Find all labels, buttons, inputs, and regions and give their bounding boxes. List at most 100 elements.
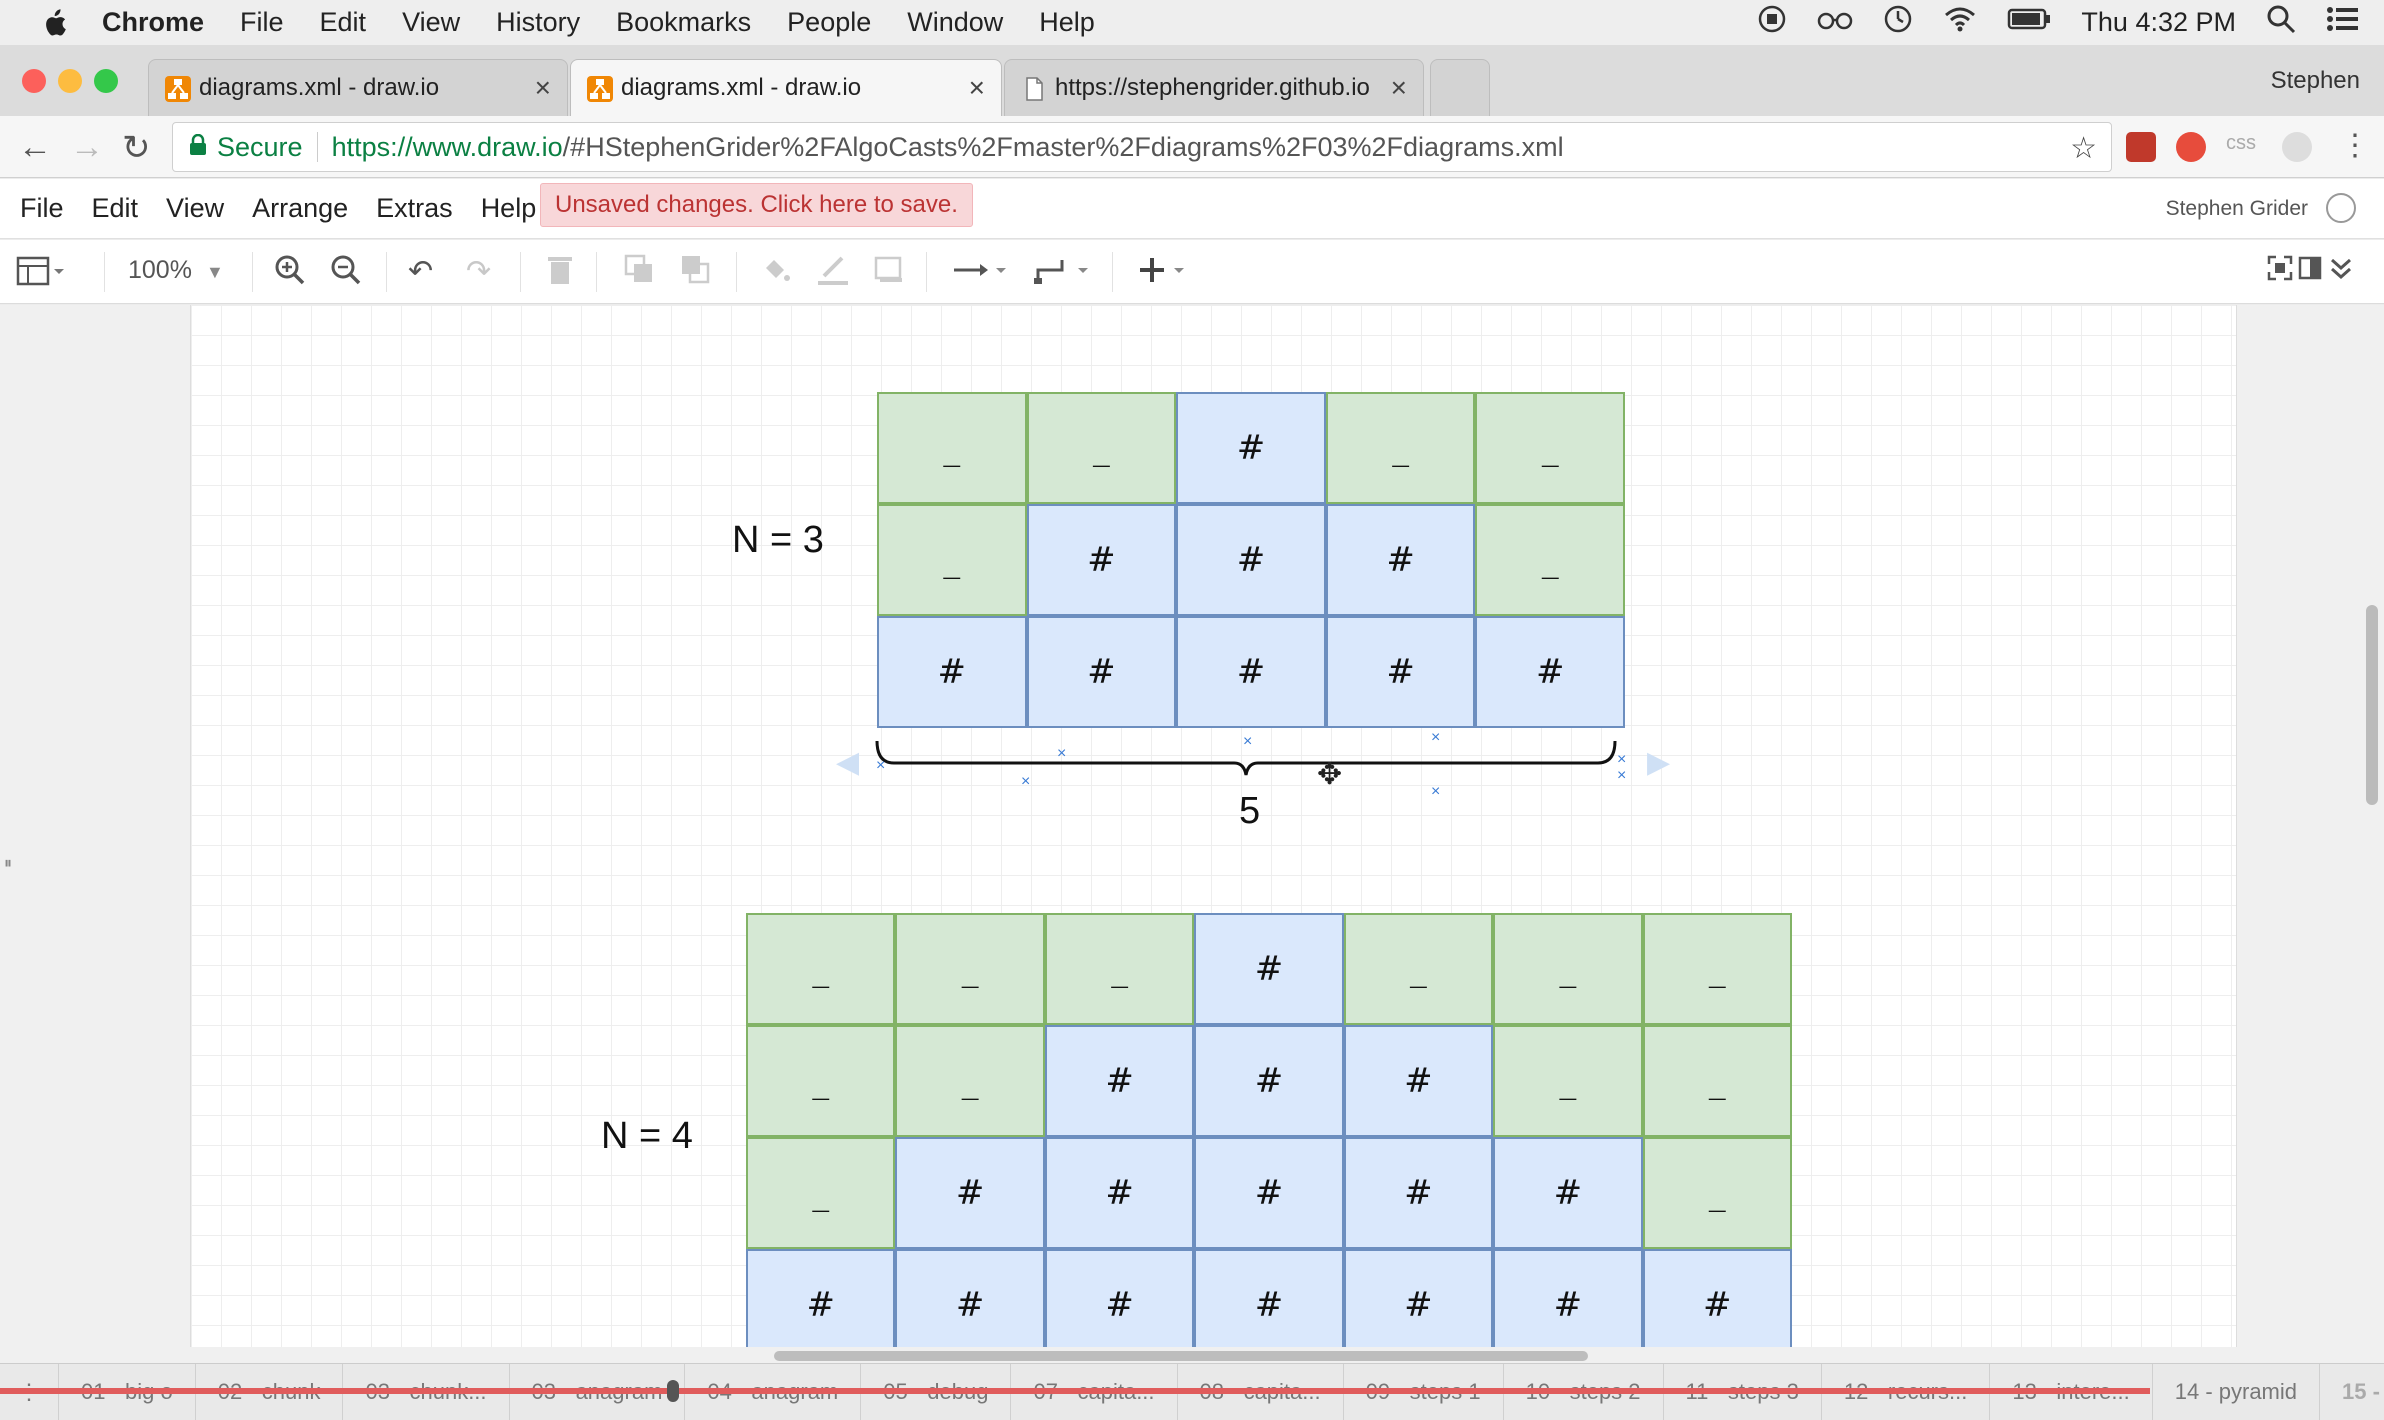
- space-cell[interactable]: _: [877, 392, 1027, 504]
- hash-cell[interactable]: #: [1044, 1025, 1195, 1137]
- space-cell[interactable]: _: [1493, 913, 1643, 1025]
- record-icon[interactable]: [1757, 4, 1787, 41]
- menu-history[interactable]: History: [496, 7, 581, 37]
- label-n-3[interactable]: N = 3: [732, 519, 824, 561]
- apple-icon[interactable]: [36, 8, 72, 38]
- hash-cell[interactable]: #: [1343, 1137, 1494, 1249]
- left-arrow-icon[interactable]: ◀: [836, 746, 860, 779]
- fullscreen-icon[interactable]: [2266, 254, 2294, 290]
- right-arrow-icon[interactable]: ▶: [1647, 746, 1671, 779]
- clock[interactable]: Thu 4:32 PM: [2081, 7, 2236, 37]
- browser-tab[interactable]: diagrams.xml - draw.io ×: [148, 59, 568, 116]
- battery-icon[interactable]: [2007, 7, 2051, 38]
- hash-cell[interactable]: #: [1325, 616, 1476, 728]
- delete-trash-icon[interactable]: [546, 254, 574, 294]
- drawio-menu-extras[interactable]: Extras: [376, 193, 453, 223]
- selection-handle-icon[interactable]: ×: [876, 757, 886, 774]
- selection-handle-icon[interactable]: ×: [1021, 773, 1031, 790]
- hash-cell[interactable]: #: [1343, 1249, 1494, 1361]
- menu-file[interactable]: File: [240, 7, 284, 37]
- pyramid-grid-n3[interactable]: _ _ # _ _ _ # # # _ # # # # #: [877, 392, 1625, 728]
- hash-cell[interactable]: #: [1176, 616, 1326, 728]
- space-cell[interactable]: _: [1642, 1025, 1792, 1137]
- connection-arrow-icon[interactable]: [952, 254, 1012, 294]
- brace-label-5[interactable]: 5: [1239, 790, 1261, 832]
- page-tab[interactable]: 15 - pyra...: [2320, 1364, 2384, 1420]
- insert-plus-icon[interactable]: [1138, 254, 1198, 294]
- menu-bookmarks[interactable]: Bookmarks: [616, 7, 752, 37]
- to-front-icon[interactable]: [624, 254, 656, 294]
- space-cell[interactable]: _: [1325, 392, 1476, 504]
- drawio-menu-view[interactable]: View: [166, 193, 225, 223]
- extension-icon[interactable]: [2282, 132, 2312, 162]
- selection-handle-icon[interactable]: ×: [1057, 745, 1067, 762]
- waypoint-icon[interactable]: [1034, 254, 1094, 294]
- zoom-out-icon[interactable]: [330, 254, 362, 294]
- selection-handle-icon[interactable]: ×: [1617, 767, 1627, 784]
- line-color-icon[interactable]: [816, 254, 850, 294]
- collapse-chevron-icon[interactable]: [2328, 254, 2354, 290]
- hash-cell[interactable]: #: [1194, 1137, 1344, 1249]
- hash-cell[interactable]: #: [1176, 392, 1326, 504]
- profile-name[interactable]: Stephen: [2270, 67, 2360, 94]
- close-tab-icon[interactable]: ×: [534, 72, 551, 103]
- zoom-in-icon[interactable]: [274, 254, 306, 294]
- toggle-panel-icon[interactable]: [2298, 254, 2324, 290]
- css-extension-icon[interactable]: css: [2226, 132, 2256, 154]
- diagram-canvas[interactable]: ⏸ N = 3 _ _ # _ _ _ # # # _ # # # # # 5 × × × × × × × …: [0, 305, 2384, 1361]
- hash-cell[interactable]: #: [895, 1137, 1045, 1249]
- selection-handle-icon[interactable]: ×: [1431, 729, 1441, 746]
- curly-brace[interactable]: [874, 735, 1634, 805]
- hash-cell[interactable]: #: [1176, 504, 1326, 616]
- opera-extension-icon[interactable]: [2176, 132, 2206, 162]
- hash-cell[interactable]: #: [1026, 504, 1177, 616]
- new-tab-button[interactable]: [1430, 59, 1490, 116]
- reload-icon[interactable]: ↻: [122, 129, 151, 167]
- chrome-menu-icon[interactable]: ⋮: [2340, 129, 2370, 162]
- drawio-menu-file[interactable]: File: [20, 193, 64, 223]
- hash-cell[interactable]: #: [1493, 1137, 1643, 1249]
- space-cell[interactable]: _: [1343, 913, 1494, 1025]
- close-tab-icon[interactable]: ×: [968, 72, 985, 103]
- back-arrow-icon[interactable]: ←: [18, 128, 52, 166]
- space-cell[interactable]: _: [1642, 1137, 1792, 1249]
- hash-cell[interactable]: #: [1642, 1249, 1792, 1361]
- hash-cell[interactable]: #: [1343, 1025, 1494, 1137]
- space-cell[interactable]: _: [877, 504, 1027, 616]
- hash-cell[interactable]: #: [1044, 1249, 1195, 1361]
- diagram-page[interactable]: N = 3 _ _ # _ _ _ # # # _ # # # # # 5 × × × × × × × × …: [190, 305, 2237, 1361]
- space-cell[interactable]: _: [746, 1025, 896, 1137]
- browser-tab-active[interactable]: diagrams.xml - draw.io ×: [570, 59, 1002, 116]
- zoom-level-dropdown[interactable]: 100%: [128, 256, 192, 284]
- hash-cell[interactable]: #: [895, 1249, 1045, 1361]
- space-cell[interactable]: _: [1026, 392, 1177, 504]
- address-bar[interactable]: Secure https://www.draw.io /#HStephenGri…: [172, 122, 2112, 172]
- space-cell[interactable]: _: [1475, 504, 1625, 616]
- vertical-scrollbar[interactable]: [2366, 605, 2378, 805]
- hash-cell[interactable]: #: [1194, 1249, 1344, 1361]
- video-progress-knob[interactable]: [667, 1380, 679, 1402]
- label-n-4[interactable]: N = 4: [601, 1115, 693, 1157]
- space-cell[interactable]: _: [1044, 913, 1195, 1025]
- browser-tab[interactable]: https://stephengrider.github.io ×: [1004, 59, 1424, 116]
- wifi-icon[interactable]: [1943, 5, 1977, 40]
- fill-color-icon[interactable]: [760, 254, 792, 294]
- forward-arrow-icon[interactable]: →: [70, 128, 104, 166]
- format-panel-icon[interactable]: [16, 254, 66, 296]
- undo-icon[interactable]: ↶: [408, 255, 434, 288]
- space-cell[interactable]: _: [1493, 1025, 1643, 1137]
- drawio-menu-edit[interactable]: Edit: [91, 193, 139, 223]
- selection-handle-icon[interactable]: ×: [1431, 783, 1441, 800]
- page-tab[interactable]: 14 - pyramid: [2153, 1363, 2321, 1420]
- space-cell[interactable]: _: [895, 913, 1045, 1025]
- chevron-down-icon[interactable]: ▼: [206, 262, 224, 282]
- notification-center-icon[interactable]: [2326, 6, 2360, 39]
- spotlight-search-icon[interactable]: [2266, 4, 2296, 41]
- selection-handle-icon[interactable]: ×: [1243, 733, 1253, 750]
- zoom-window-button[interactable]: [94, 69, 118, 93]
- hash-cell[interactable]: #: [1026, 616, 1177, 728]
- menu-help[interactable]: Help: [1039, 7, 1095, 37]
- space-cell[interactable]: _: [1475, 392, 1625, 504]
- space-cell[interactable]: _: [746, 913, 896, 1025]
- hash-cell[interactable]: #: [1493, 1249, 1643, 1361]
